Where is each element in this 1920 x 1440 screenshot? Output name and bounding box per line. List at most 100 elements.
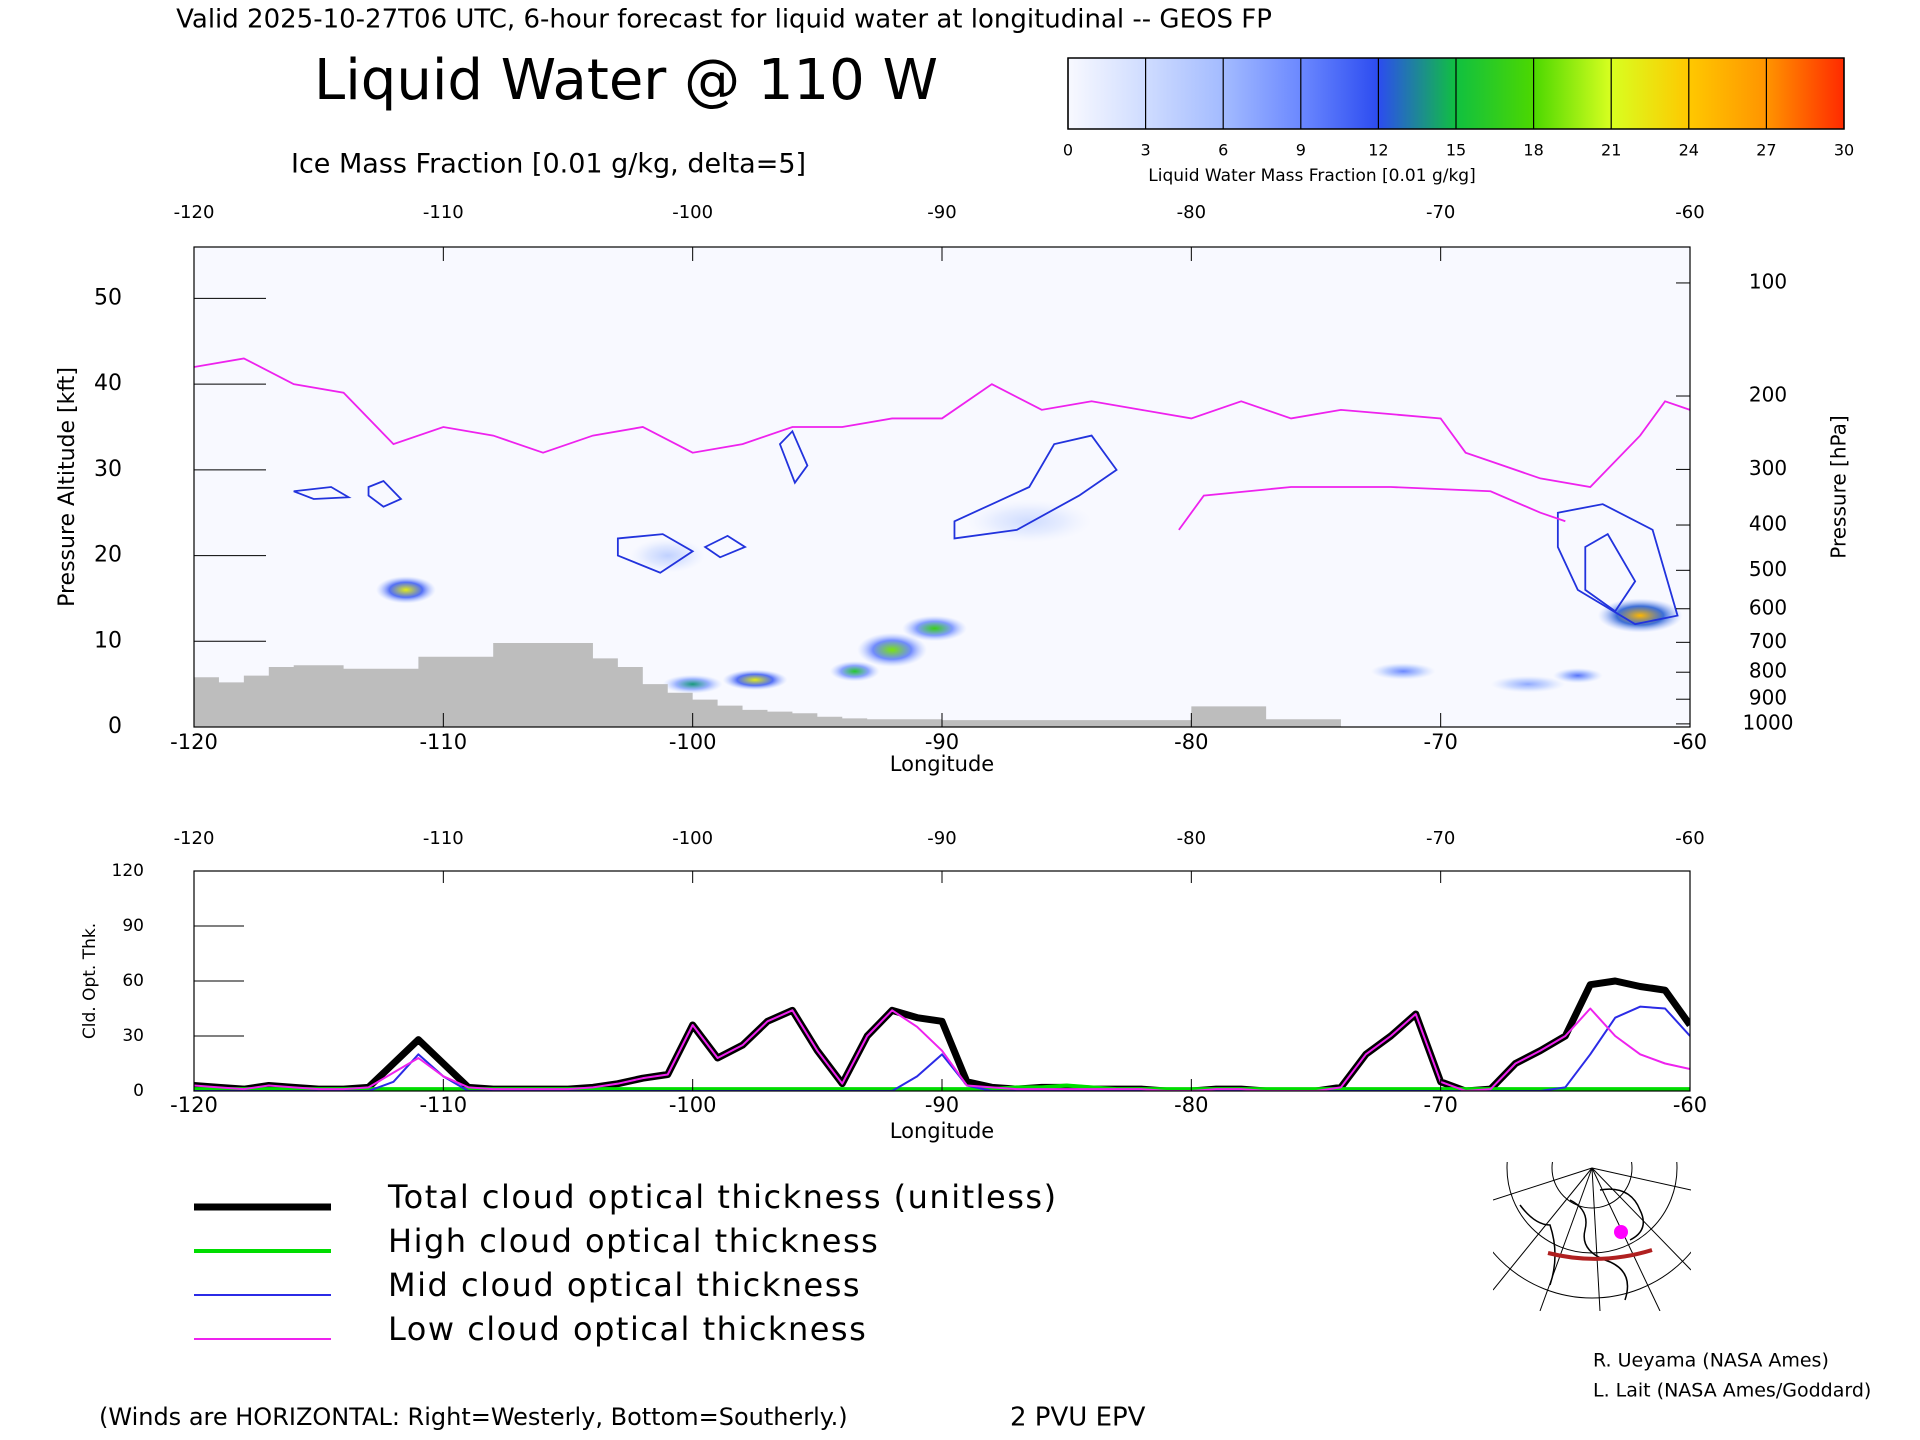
x-tick-label-top: -100 bbox=[672, 828, 713, 849]
y-tick-label: 30 bbox=[94, 457, 122, 482]
ice-contour bbox=[293, 486, 352, 500]
liquid-water-blob bbox=[376, 576, 436, 604]
map-marker bbox=[1614, 1225, 1628, 1239]
legend-label: High cloud optical thickness bbox=[388, 1222, 879, 1260]
colorbar-tick-label: 0 bbox=[1063, 141, 1073, 160]
credit: R. Ueyama (NASA Ames) bbox=[1593, 1350, 1829, 1372]
colorbar-label: Liquid Water Mass Fraction [0.01 g/kg] bbox=[1148, 166, 1475, 186]
colorbar-tick-label: 6 bbox=[1218, 141, 1228, 160]
y2-tick-label: 300 bbox=[1749, 456, 1787, 480]
x-tick-label-top: -60 bbox=[1675, 828, 1704, 849]
y-tick-label: 60 bbox=[122, 971, 144, 991]
y2-tick-label: 200 bbox=[1749, 383, 1787, 407]
x-tick-label: -110 bbox=[419, 730, 467, 754]
liquid-water-blob bbox=[1552, 667, 1603, 684]
liquid-water-blob bbox=[829, 661, 880, 682]
x-tick-label: -120 bbox=[170, 730, 218, 754]
colorbar-tick-label: 24 bbox=[1679, 141, 1699, 160]
x-tick-label: -100 bbox=[669, 1093, 717, 1117]
y2-tick-label: 700 bbox=[1749, 629, 1787, 653]
x-tick-label: -100 bbox=[669, 730, 717, 754]
liquid-water-blob bbox=[722, 669, 788, 691]
legend-label: Mid cloud optical thickness bbox=[388, 1266, 861, 1304]
colorbar-tick-label: 21 bbox=[1601, 141, 1621, 160]
y2-tick-label: 600 bbox=[1749, 595, 1787, 619]
terrain bbox=[194, 643, 1341, 727]
ice-contour bbox=[367, 479, 403, 508]
x-tick-label: -70 bbox=[1424, 1093, 1458, 1117]
y2-tick-label: 500 bbox=[1749, 557, 1787, 581]
liquid-water-blob bbox=[857, 632, 928, 667]
x-tick-label-top: -90 bbox=[927, 202, 956, 223]
x-tick-label: -60 bbox=[1673, 730, 1707, 754]
x-tick-label-top: -90 bbox=[927, 828, 956, 849]
x-tick-label-top: -110 bbox=[423, 828, 464, 849]
y-tick-label: 0 bbox=[108, 714, 122, 739]
y-tick-label: 50 bbox=[94, 285, 122, 310]
x-tick-label: -80 bbox=[1174, 730, 1208, 754]
epv-line bbox=[194, 357, 1690, 531]
y2-tick-label: 1000 bbox=[1743, 710, 1794, 734]
legend-label: Total cloud optical thickness (unitless) bbox=[387, 1178, 1058, 1216]
colorbar-tick-label: 12 bbox=[1368, 141, 1388, 160]
x-tick-label-top: -80 bbox=[1177, 202, 1206, 223]
x-tick-label-top: -120 bbox=[174, 202, 215, 223]
y-axis-label: Cld. Opt. Thk. bbox=[80, 923, 100, 1039]
y-tick-label: 30 bbox=[122, 1026, 144, 1046]
ice-contour bbox=[616, 533, 695, 574]
y-axis-label: Pressure Altitude [kft] bbox=[55, 367, 80, 607]
map-section-line bbox=[1547, 1248, 1653, 1261]
x-tick-label-top: -80 bbox=[1177, 828, 1206, 849]
liquid-water-blob bbox=[662, 674, 723, 694]
y2-axis-label: Pressure [hPa] bbox=[1827, 415, 1851, 558]
x-tick-label-top: -70 bbox=[1426, 202, 1455, 223]
x-tick-label: -120 bbox=[170, 1093, 218, 1117]
map-graticule bbox=[1493, 1162, 1691, 1311]
x-tick-label-top: -60 bbox=[1675, 202, 1704, 223]
y-tick-label: 40 bbox=[94, 371, 122, 396]
colorbar-tick-label: 9 bbox=[1296, 141, 1306, 160]
colorbar-tick-label: 3 bbox=[1141, 141, 1151, 160]
y-tick-label: 120 bbox=[112, 861, 144, 881]
colorbar-tick-label: 18 bbox=[1523, 141, 1543, 160]
ice-contour bbox=[778, 429, 809, 485]
wind-note: (Winds are HORIZONTAL: Right=Westerly, B… bbox=[99, 1403, 848, 1431]
x-tick-label: -110 bbox=[419, 1093, 467, 1117]
plot-area bbox=[194, 977, 1690, 1091]
liquid-water-blob bbox=[1597, 598, 1683, 633]
epv-legend: 2 PVU EPV bbox=[1010, 1403, 1146, 1433]
colorbar-tick-label: 27 bbox=[1756, 141, 1776, 160]
locator-map bbox=[1493, 1162, 1691, 1311]
plot-background bbox=[194, 247, 1690, 727]
x-tick-label: -70 bbox=[1424, 730, 1458, 754]
x-tick-label-top: -100 bbox=[672, 202, 713, 223]
series-line bbox=[194, 977, 1690, 1091]
header: Valid 2025-10-27T06 UTC, 6-hour forecast… bbox=[176, 5, 1272, 35]
x-tick-label: -60 bbox=[1673, 1093, 1707, 1117]
legend-label: Low cloud optical thickness bbox=[388, 1310, 867, 1348]
x-tick-label: -90 bbox=[925, 1093, 959, 1117]
x-tick-label-top: -120 bbox=[174, 828, 215, 849]
y2-tick-label: 400 bbox=[1749, 512, 1787, 536]
x-axis-label: Longitude bbox=[890, 752, 994, 776]
x-tick-label: -90 bbox=[925, 730, 959, 754]
map-background bbox=[1493, 1162, 1691, 1311]
subtitle: Ice Mass Fraction [0.01 g/kg, delta=5] bbox=[291, 149, 806, 180]
x-tick-label-top: -70 bbox=[1426, 828, 1455, 849]
x-axis-label: Longitude bbox=[890, 1119, 994, 1143]
liquid-water-blob bbox=[1370, 662, 1436, 680]
plot-area bbox=[194, 357, 1690, 727]
ice-contour bbox=[953, 434, 1118, 540]
ice-contour bbox=[1556, 503, 1679, 626]
colorbar-tick-label: 15 bbox=[1446, 141, 1466, 160]
x-tick-label-top: -110 bbox=[423, 202, 464, 223]
y-tick-label: 90 bbox=[122, 916, 144, 936]
x-tick-label: -80 bbox=[1174, 1093, 1208, 1117]
liquid-water-blob bbox=[902, 615, 967, 642]
y-tick-label: 0 bbox=[133, 1081, 144, 1101]
y2-tick-label: 900 bbox=[1749, 686, 1787, 710]
credit: L. Lait (NASA Ames/Goddard) bbox=[1593, 1380, 1871, 1402]
map-coastline bbox=[1519, 1188, 1645, 1301]
liquid-water-blob bbox=[1490, 675, 1566, 693]
